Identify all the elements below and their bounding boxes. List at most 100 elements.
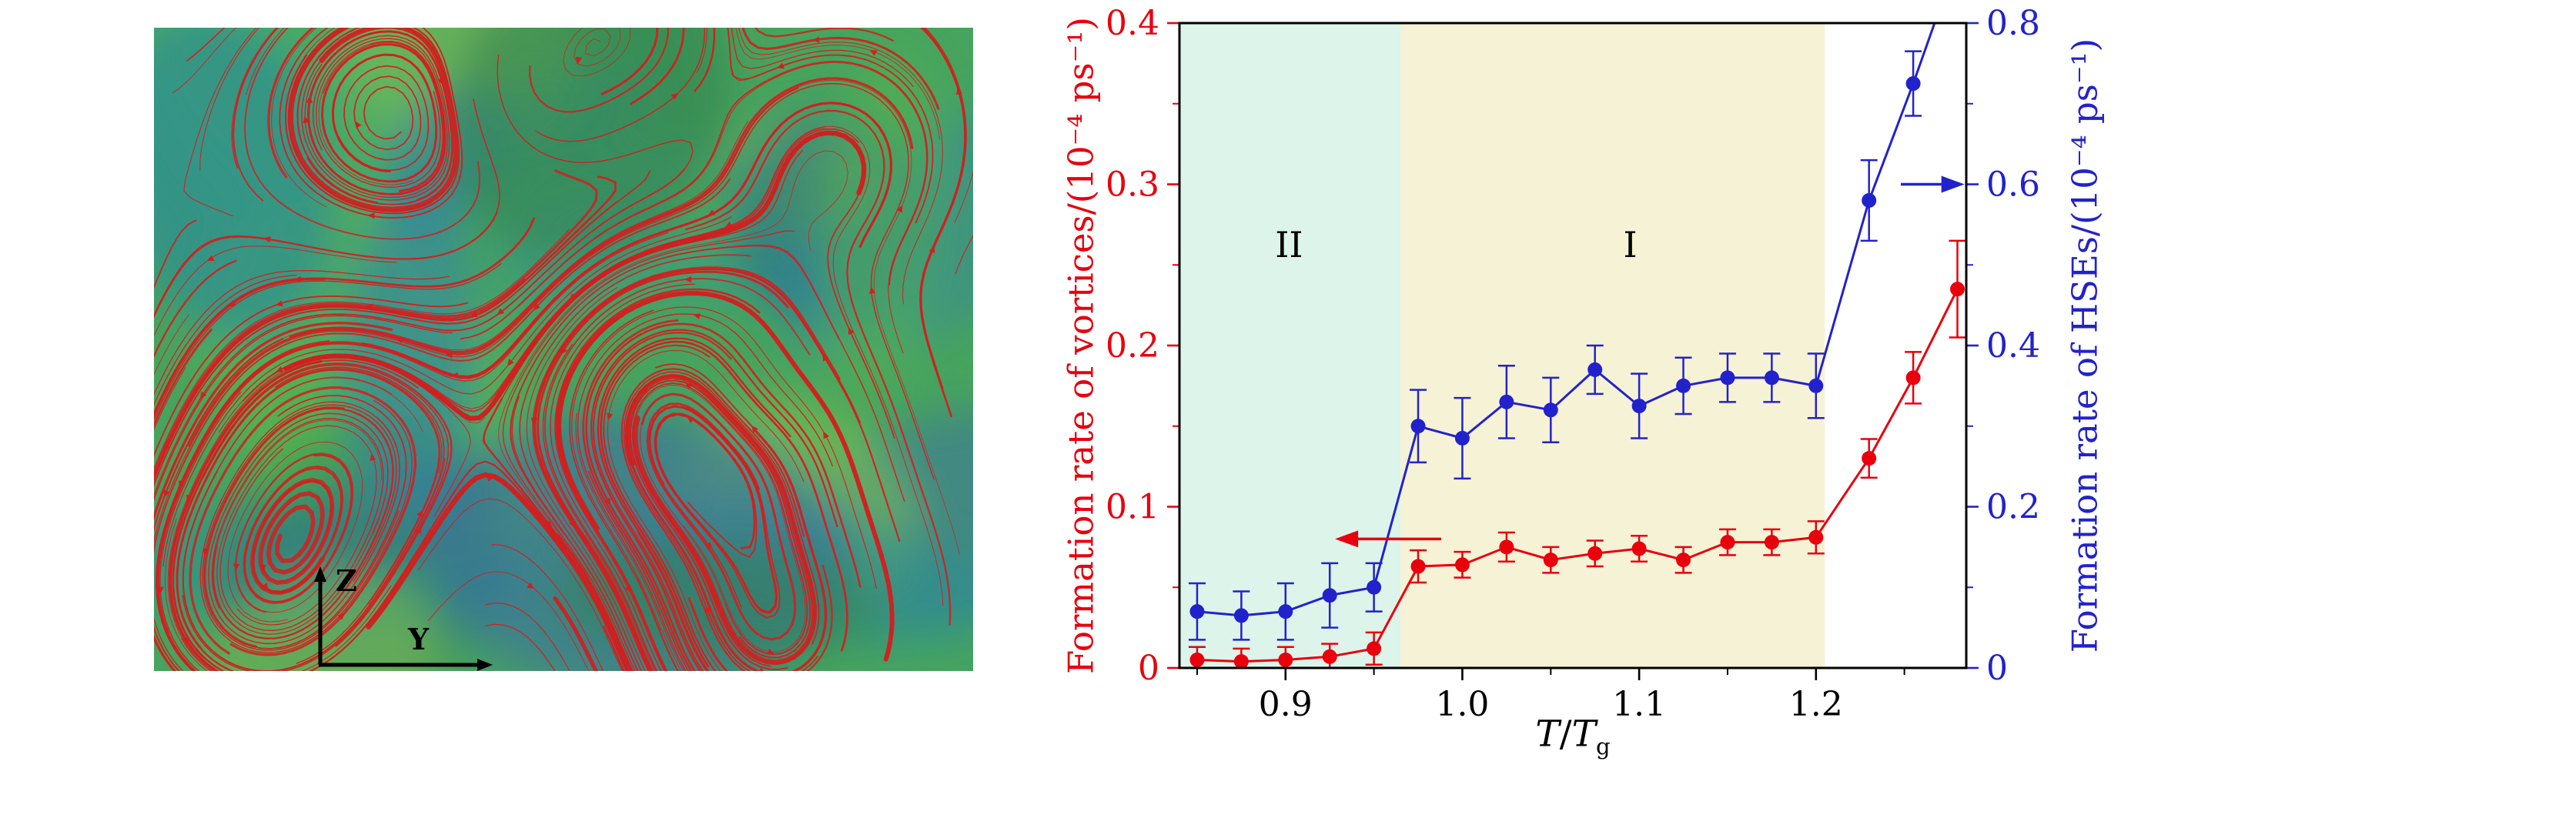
streamline [588, 589, 629, 671]
series-right [1188, 23, 1936, 641]
data-point [1808, 529, 1824, 545]
streamline-arrowhead [693, 313, 701, 319]
streamline [529, 28, 670, 113]
data-point [1189, 604, 1205, 619]
streamline [648, 405, 778, 614]
streamline [154, 219, 197, 289]
streamline [603, 344, 717, 671]
data-point [1676, 553, 1691, 568]
streamline [289, 77, 914, 354]
streamline [498, 150, 848, 579]
streamline [181, 638, 212, 671]
streamline-arrowhead [705, 542, 712, 549]
data-point [1631, 541, 1647, 556]
streamline [182, 376, 446, 671]
streamline-arrowhead [179, 480, 185, 488]
streamline [212, 408, 394, 639]
streamline-arrowhead [367, 212, 375, 219]
streamline [919, 28, 966, 418]
streamline [182, 364, 449, 671]
y-axis-label: Y [408, 622, 430, 656]
x-axis-var2: T [1571, 713, 1596, 756]
data-point [1322, 649, 1337, 664]
streamline [203, 395, 407, 649]
streamline-arrowhead [355, 121, 362, 129]
streamline-arrowhead [704, 606, 710, 615]
streamline-arrowhead [182, 636, 189, 645]
streamline [154, 168, 685, 498]
streamline [637, 578, 679, 671]
streamline-arrowhead [527, 582, 535, 589]
series-line [1196, 289, 1959, 663]
arrow-head [1941, 175, 1965, 193]
streamline [172, 362, 453, 659]
streamline [244, 28, 480, 240]
y-arrowhead [477, 659, 493, 671]
data-point [1278, 653, 1293, 668]
streamline [526, 286, 646, 671]
data-point [1499, 539, 1514, 555]
streamline-arrowhead [767, 648, 774, 655]
streamline-arrowhead [624, 585, 631, 593]
streamline-arrowhead [497, 308, 505, 316]
streamline [754, 28, 894, 42]
streamline-arrowhead [533, 303, 540, 311]
streamline [154, 245, 397, 337]
data-point [1587, 362, 1603, 377]
streamline-arrowhead [199, 391, 207, 399]
data-point [1367, 579, 1382, 595]
streamline [630, 379, 811, 670]
region-label-II: II [1275, 224, 1303, 265]
data-point [1278, 604, 1293, 619]
streamline [597, 337, 791, 671]
data-point [1905, 76, 1921, 92]
streamline-arrowhead [396, 337, 404, 344]
streamline [534, 268, 901, 566]
right-axis-title: Formation rate of HSEs/(10⁻⁴ ps⁻¹) [2064, 38, 2106, 653]
streamline [544, 278, 811, 671]
streamline [172, 28, 236, 94]
streamline [162, 216, 732, 567]
streamline-arrowhead [163, 444, 170, 452]
streamline-arrowhead [896, 205, 903, 213]
streamline [154, 259, 237, 359]
streamline [267, 28, 315, 179]
streamline-arrowhead [822, 353, 829, 362]
streamline-panel: Z Y [154, 28, 973, 671]
streamline [553, 596, 599, 671]
coordinate-triad [318, 579, 480, 667]
streamline-arrowhead [206, 255, 215, 262]
streamline-arrowhead [259, 565, 266, 573]
streamline [637, 532, 708, 671]
streamline [502, 230, 795, 671]
streamline [542, 343, 657, 671]
x-axis-var: T [1535, 713, 1560, 756]
streamline [154, 329, 212, 429]
streamline [321, 43, 445, 192]
streamline [644, 125, 944, 606]
streamline [582, 319, 693, 671]
streamline [154, 262, 502, 422]
streamline [418, 498, 623, 671]
streamline-canvas [154, 28, 973, 671]
left-tick-label: 0 [1138, 649, 1159, 688]
streamline [154, 322, 393, 671]
streamline-arrowhead [470, 311, 478, 318]
streamline [182, 377, 430, 671]
data-point [1905, 370, 1921, 386]
streamline [600, 340, 848, 668]
data-point [1367, 641, 1382, 656]
streamline [550, 283, 695, 671]
streamline [338, 65, 430, 172]
streamline [954, 171, 973, 223]
streamline [517, 62, 928, 354]
x-tick-label: 1.1 [1612, 685, 1666, 724]
streamline [587, 470, 690, 671]
streamline-arrowhead [228, 300, 236, 307]
streamline [165, 519, 208, 671]
streamline-arrowhead [276, 366, 284, 372]
streamline [590, 329, 838, 671]
streamline-arrowhead [157, 586, 164, 594]
streamlines [154, 28, 973, 671]
